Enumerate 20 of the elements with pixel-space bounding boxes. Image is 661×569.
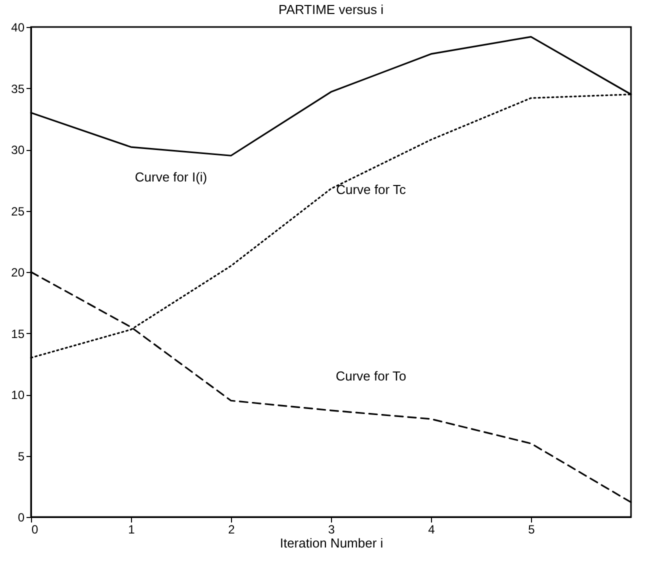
y-tick-label: 20 [11,266,25,280]
y-tick-label: 25 [11,204,25,218]
y-tick-label: 0 [18,510,25,524]
y-tick-label: 10 [11,388,25,402]
chart-title: PARTIME versus i [278,2,384,17]
y-tick-label: 15 [11,326,25,341]
annotation: Curve for Tc [336,182,406,198]
annotation: Curve for I(i) [134,169,208,184]
y-tick-label: 35 [11,82,25,96]
x-tick-label: 4 [428,522,436,536]
x-tick-label: 5 [528,522,536,536]
y-tick-label: 5 [18,449,25,464]
y-tick-label: 40 [11,20,25,34]
x-tick-label: 1 [128,522,136,536]
x-tick-label: 2 [228,522,236,536]
x-axis-title: Iteration Number i [280,536,384,550]
annotation: Curve for To [336,368,406,384]
x-tick-label: 0 [32,522,38,536]
y-tick-label: 30 [11,143,25,157]
x-tick-label: 3 [328,522,336,536]
